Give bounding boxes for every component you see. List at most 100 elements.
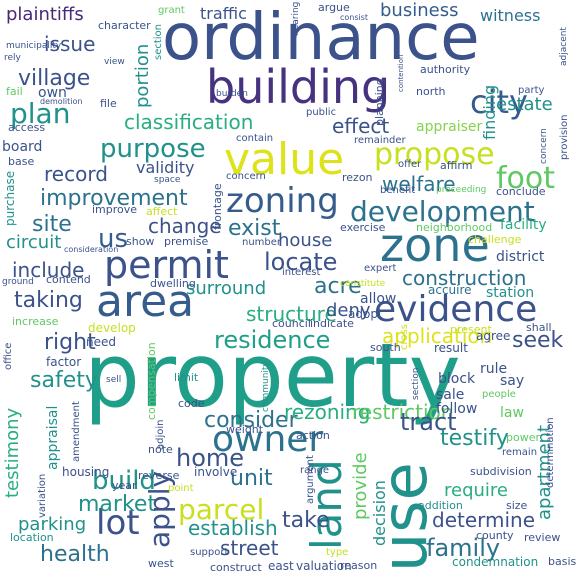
word-home: home xyxy=(176,444,245,472)
word-challenge: challenge xyxy=(468,233,522,246)
word-rely: rely xyxy=(4,53,21,63)
word-dwelling: dwelling xyxy=(150,277,196,290)
word-portion: portion xyxy=(132,43,153,108)
word-need: need xyxy=(86,335,116,349)
word-agree: agree xyxy=(476,329,511,343)
word-indicate: indicate xyxy=(310,317,354,330)
word-include: include xyxy=(12,258,85,282)
word-residence: residence xyxy=(214,326,331,354)
word-view: view xyxy=(104,57,125,67)
word-character: character xyxy=(98,19,151,32)
word-follow: follow xyxy=(436,401,478,417)
word-establish: establish xyxy=(188,516,278,540)
word-demolition: demolition xyxy=(40,97,83,106)
word-code: code xyxy=(178,397,205,410)
word-year: year xyxy=(112,479,137,492)
word-remain: remain xyxy=(502,447,538,458)
word-adopt: adopt xyxy=(348,307,383,321)
word-planning: planning xyxy=(373,78,386,126)
word-value: value xyxy=(224,134,345,185)
word-plan: plan xyxy=(10,97,71,130)
word-access: access xyxy=(8,121,46,134)
word-circuit: circuit xyxy=(6,232,62,253)
word-adjacent: adjacent xyxy=(559,27,569,66)
word-ground: ground xyxy=(2,277,34,287)
word-constitute: constitute xyxy=(340,279,386,289)
word-sell: sell xyxy=(106,375,122,385)
word-space: space xyxy=(154,175,181,185)
word-estate: estate xyxy=(496,94,553,115)
word-construction: construction xyxy=(402,266,527,290)
word-shall: shall xyxy=(526,321,552,334)
word-point: point xyxy=(168,483,194,494)
word-consideration: consideration xyxy=(64,245,119,254)
word-issue: issue xyxy=(44,32,96,56)
word-application: application xyxy=(382,324,493,348)
word-file: file xyxy=(100,97,117,110)
word-north: north xyxy=(416,85,446,98)
word-rezoning: rezoning xyxy=(284,400,371,424)
word-health: health xyxy=(40,542,110,567)
word-rule: rule xyxy=(480,361,508,377)
word-variation: variation xyxy=(37,473,48,518)
word-surround: surround xyxy=(186,278,267,299)
word-range: range xyxy=(300,465,330,476)
word-location: location xyxy=(10,531,54,544)
word-people: people xyxy=(482,389,516,400)
word-cross: cross xyxy=(399,324,410,350)
word-building: building xyxy=(206,60,391,114)
word-street: street xyxy=(220,536,279,560)
word-allow: allow xyxy=(360,291,397,307)
word-provision: provision xyxy=(559,114,570,161)
word-improve: improve xyxy=(92,203,138,216)
word-support: support xyxy=(190,547,229,558)
word-limit: limit xyxy=(174,371,199,384)
word-rezon: rezon xyxy=(342,171,373,184)
word-argument: argument xyxy=(305,455,316,504)
word-unit: unit xyxy=(230,466,273,491)
word-determination: determination xyxy=(545,417,556,488)
word-reason: reason xyxy=(340,559,378,572)
word-concern: concern xyxy=(226,171,266,182)
word-exercise: exercise xyxy=(340,221,386,234)
word-district: district xyxy=(496,249,545,265)
word-increase: increase xyxy=(12,315,59,328)
word-foot: foot xyxy=(496,161,556,196)
word-base: base xyxy=(8,155,35,168)
word-east: east xyxy=(268,559,294,573)
word-record: record xyxy=(44,162,108,186)
word-owner: owner xyxy=(212,419,324,460)
word-witness: witness xyxy=(480,6,541,25)
word-lot: lot xyxy=(96,503,140,543)
word-west: west xyxy=(148,557,174,570)
word-house: house xyxy=(278,230,333,251)
word-require: require xyxy=(444,480,508,501)
word-propose: propose xyxy=(374,137,495,172)
word-basis: basis xyxy=(548,555,576,568)
word-condemnation: condemnation xyxy=(452,555,539,569)
word-taking: taking xyxy=(14,288,83,313)
word-testimony: testimony xyxy=(2,407,23,498)
word-present: present xyxy=(450,323,492,336)
word-appraisal: appraisal xyxy=(45,405,61,470)
word-market: market xyxy=(78,492,157,517)
word-municipality: municipality xyxy=(6,41,62,51)
word-zone: zone xyxy=(380,218,490,272)
word-structure: structure xyxy=(246,302,337,326)
word-site: site xyxy=(32,212,72,237)
word-authority: authority xyxy=(420,63,471,76)
word-law: law xyxy=(500,405,524,421)
word-ordinance: ordinance xyxy=(162,1,480,75)
word-effect: effect xyxy=(332,114,390,138)
word-party: party xyxy=(518,85,545,96)
word-family: family xyxy=(426,534,501,562)
word-restriction: restriction xyxy=(352,400,454,424)
word-show: show xyxy=(126,235,155,248)
word-parcel: parcel xyxy=(178,493,265,526)
word-take: take xyxy=(282,508,330,533)
word-classification: classification xyxy=(124,110,254,134)
word-traffic: traffic xyxy=(200,4,247,23)
word-type: type xyxy=(326,547,349,558)
word-interest: interest xyxy=(282,267,321,278)
